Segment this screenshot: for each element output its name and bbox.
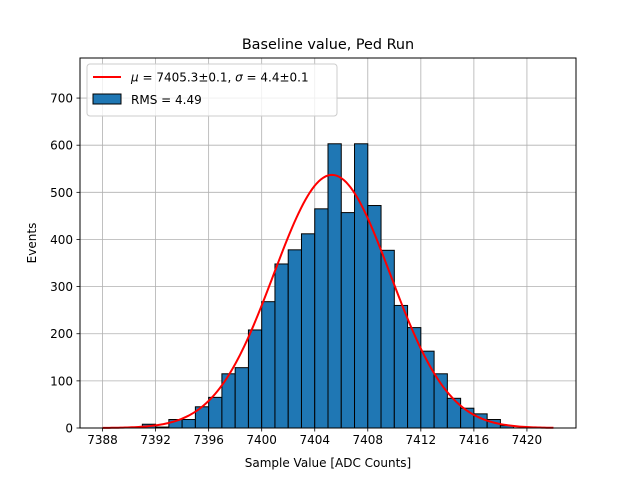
y-tick-label: 400 (50, 233, 73, 247)
legend-sigma-symbol: σ (235, 71, 243, 85)
histogram-bar (247, 329, 263, 429)
x-tick-label: 7400 (246, 433, 277, 447)
x-tick-label: 7412 (406, 433, 437, 447)
histogram-bar (354, 143, 369, 429)
x-tick-label: 7420 (512, 433, 543, 447)
histogram-bar (208, 396, 223, 429)
histogram-bar (287, 249, 302, 429)
x-tick-label: 7396 (193, 433, 224, 447)
gaussian-fit-curve (102, 173, 554, 429)
histogram-bar (234, 367, 249, 429)
x-tick-label: 7404 (299, 433, 330, 447)
chart-title: Baseline value, Ped Run (242, 37, 414, 53)
y-tick-label: 0 (65, 422, 73, 436)
histogram-bars (141, 143, 515, 429)
histogram-bar (393, 304, 409, 429)
legend-hist-swatch (92, 93, 122, 105)
plot-area-frame (79, 57, 577, 429)
legend-box (86, 63, 338, 117)
x-axis-ticks: 7388 7392 7396 7400 7404 7408 7412 7416 7420 (87, 428, 542, 447)
y-axis-ticks: 0 100 200 300 400 500 600 700 (50, 92, 80, 436)
legend-mu-text: = 7405.3±0.1, (139, 71, 235, 85)
y-axis-label: Events (25, 223, 39, 264)
y-tick-label: 700 (50, 92, 73, 106)
legend: μ = 7405.3±0.1, σ = 4.4±0.1 RMS = 4.49 (86, 63, 338, 117)
legend-mu-symbol: μ (130, 71, 139, 85)
histogram-bar (327, 143, 342, 429)
y-tick-label: 600 (50, 139, 73, 153)
histogram-bar (314, 208, 329, 429)
histogram-bar (340, 212, 356, 429)
histogram-bar (274, 263, 289, 429)
legend-fit-label: μ = 7405.3±0.1, σ = 4.4±0.1 (130, 71, 309, 85)
x-tick-label: 7388 (87, 433, 118, 447)
x-tick-label: 7392 (140, 433, 171, 447)
x-tick-label: 7408 (353, 433, 384, 447)
x-tick-label: 7416 (459, 433, 490, 447)
histogram-bar (261, 301, 276, 429)
x-axis-label: Sample Value [ADC Counts] (245, 456, 411, 470)
legend-sigma-text: = 4.4±0.1 (243, 71, 309, 85)
y-tick-label: 500 (50, 186, 73, 200)
histogram-bar (300, 233, 316, 429)
y-tick-label: 300 (50, 280, 73, 294)
histogram-bar (181, 419, 196, 429)
y-tick-label: 200 (50, 327, 73, 341)
y-tick-label: 100 (50, 374, 73, 388)
histogram-bar (367, 205, 382, 429)
legend-hist-label: RMS = 4.49 (131, 93, 202, 107)
